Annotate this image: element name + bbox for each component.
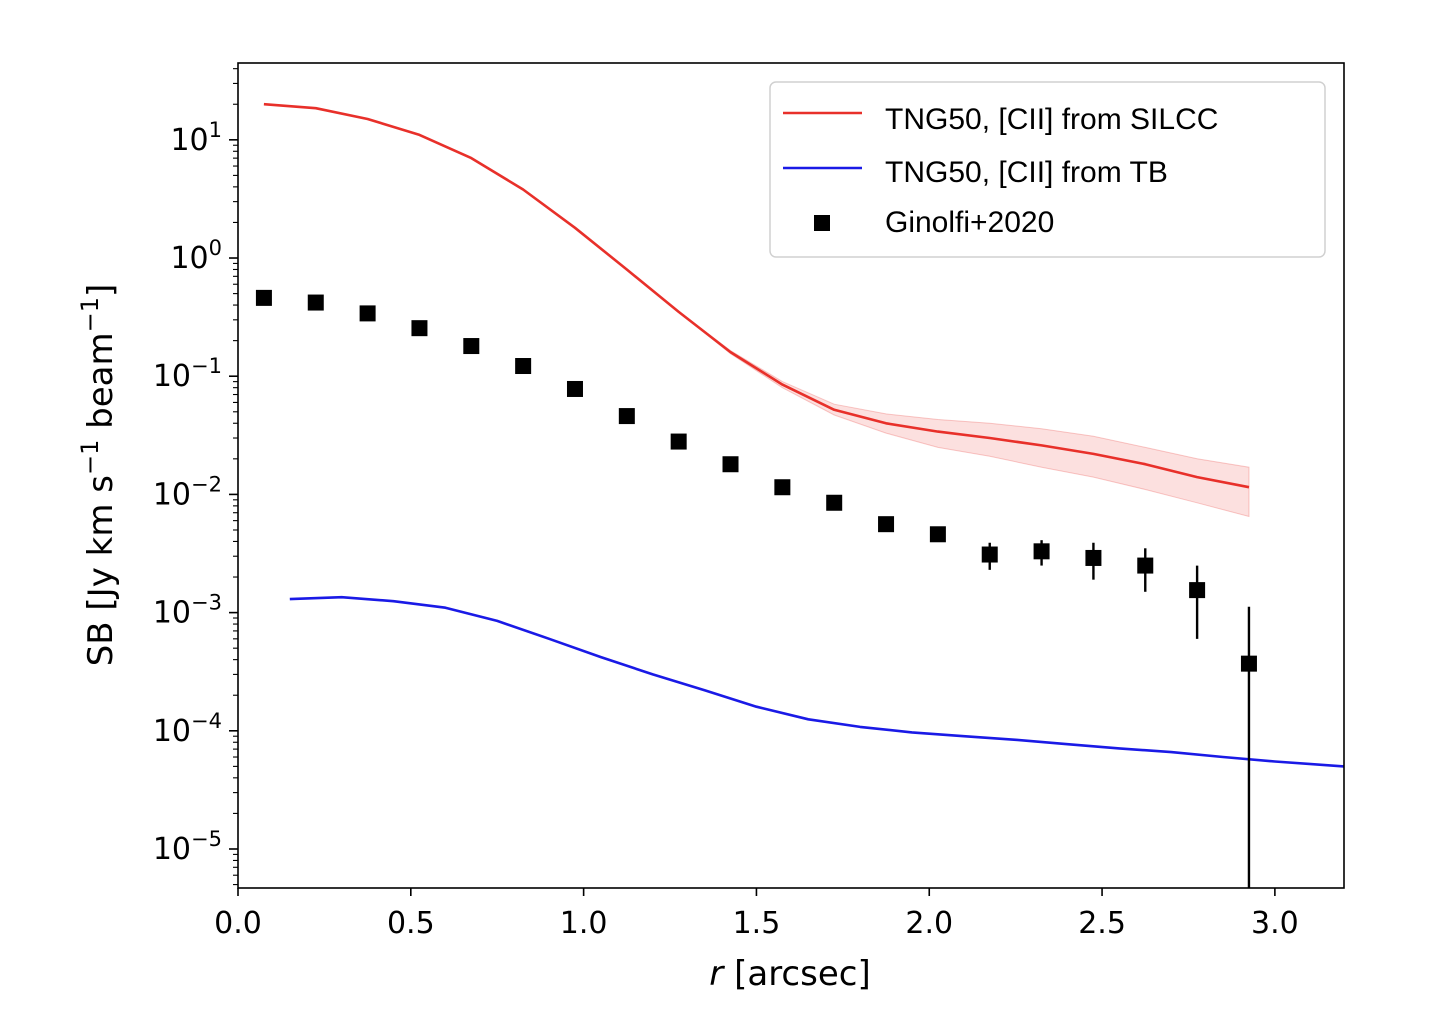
y-axis-label-part2: beam [81,332,121,439]
y-tick-base-5: 10 [153,714,191,749]
y-axis-label-sup1: −1 [76,440,104,475]
y-tick-exponent-6: −5 [191,827,222,851]
y-tick-exponent-2: −1 [191,354,222,378]
y-tick-label-5: 10−4 [153,709,222,749]
data-point-11 [826,494,843,511]
data-point-3 [411,320,428,337]
data-point-13 [929,526,946,543]
x-tick-label-3: 1.5 [733,906,781,941]
plot-area-frame [237,62,1345,889]
y-tick-base-4: 10 [153,596,191,631]
marker-layer [255,289,1257,888]
legend-swatch-ginolfi [814,215,830,231]
y-tick-exponent-0: 1 [209,118,222,142]
y-tick-exponent-5: −4 [191,709,222,733]
x-tick-label-2: 1.0 [560,906,608,941]
data-point-0 [255,289,272,306]
y-axis-label-part1: SB [Jy km s [81,475,121,666]
y-axis-label: SB [Jy km s−1 beam−1] [76,284,121,667]
y-tick-base-1: 10 [170,241,208,276]
y-tick-base-3: 10 [153,477,191,512]
x-tick-label-4: 2.0 [905,906,953,941]
data-point-18 [1189,582,1206,599]
x-axis-label: r [arcsec] [709,954,870,994]
legend: TNG50, [CII] from SILCC TNG50, [CII] fro… [769,81,1326,258]
y-tick-exponent-3: −2 [191,472,222,496]
data-point-1 [307,294,324,311]
data-point-12 [878,516,895,533]
y-tick-label-2: 10−1 [153,354,222,394]
data-point-17 [1137,557,1154,574]
legend-box [769,81,1326,258]
legend-label-tb: TNG50, [CII] from TB [885,156,1168,189]
data-point-19 [1240,655,1257,672]
x-tick-label-1: 0.5 [387,906,435,941]
x-tick-label-6: 3.0 [1251,906,1299,941]
y-tick-base-6: 10 [153,832,191,867]
x-axis-unit: [arcsec] [723,954,870,994]
data-point-15 [1033,543,1050,560]
data-point-8 [670,433,687,450]
data-point-4 [463,338,480,355]
x-tick-label-5: 2.5 [1078,906,1126,941]
y-tick-exponent-4: −3 [191,591,222,615]
data-point-14 [981,546,998,563]
x-axis-ticks: 0.0 0.5 1.0 1.5 2.0 2.5 3.0 [214,888,1299,941]
y-axis-label-sup2: −1 [76,297,104,332]
data-point-10 [774,479,791,496]
x-axis-variable: r [709,954,725,994]
legend-label-silcc: TNG50, [CII] from SILCC [885,103,1218,136]
y-tick-label-0: 101 [170,118,222,158]
y-tick-label-4: 10−3 [153,591,222,631]
y-axis-label-part3: ] [81,284,121,297]
legend-label-ginolfi: Ginolfi+2020 [885,206,1054,239]
series-0-line [263,102,1250,489]
data-point-7 [618,408,635,425]
y-tick-exponent-1: 0 [209,236,222,260]
data-point-5 [515,358,532,375]
data-point-6 [566,380,583,397]
y-tick-base-0: 10 [170,123,208,158]
y-tick-label-3: 10−2 [153,472,222,512]
data-point-2 [359,305,376,322]
data-point-9 [722,456,739,473]
data-point-16 [1085,549,1102,566]
y-tick-label-6: 10−5 [153,827,222,867]
series-1-line [289,595,1344,768]
y-tick-base-2: 10 [153,359,191,394]
line-layer [263,102,1344,768]
y-tick-label-1: 100 [170,236,222,276]
x-tick-label-0: 0.0 [214,906,262,941]
